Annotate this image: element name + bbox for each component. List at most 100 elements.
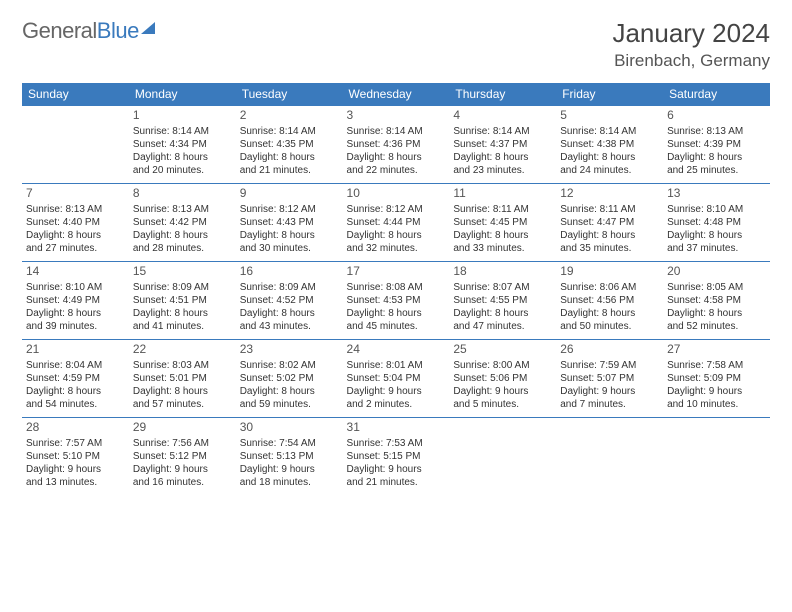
day-number: 9 [240,186,339,202]
day-detail: Sunset: 4:44 PM [347,216,446,229]
day-detail: Daylight: 8 hours [453,151,552,164]
day-cell [663,418,770,496]
day-detail: Sunrise: 8:14 AM [347,125,446,138]
day-detail: and 57 minutes. [133,398,232,411]
day-number: 13 [667,186,766,202]
day-cell: 30Sunrise: 7:54 AMSunset: 5:13 PMDayligh… [236,418,343,496]
day-number: 11 [453,186,552,202]
day-cell: 1Sunrise: 8:14 AMSunset: 4:34 PMDaylight… [129,106,236,184]
day-detail: Sunrise: 8:10 AM [667,203,766,216]
week-row: 7Sunrise: 8:13 AMSunset: 4:40 PMDaylight… [22,184,770,262]
day-detail: and 21 minutes. [240,164,339,177]
day-number: 8 [133,186,232,202]
day-detail: Sunset: 5:15 PM [347,450,446,463]
day-detail: Sunset: 4:48 PM [667,216,766,229]
day-detail: and 59 minutes. [240,398,339,411]
day-detail: and 21 minutes. [347,476,446,489]
day-number: 26 [560,342,659,358]
day-cell: 26Sunrise: 7:59 AMSunset: 5:07 PMDayligh… [556,340,663,418]
day-detail: and 41 minutes. [133,320,232,333]
week-row: 1Sunrise: 8:14 AMSunset: 4:34 PMDaylight… [22,106,770,184]
day-detail: Sunrise: 8:05 AM [667,281,766,294]
day-cell [449,418,556,496]
day-detail: Daylight: 8 hours [26,229,125,242]
day-detail: Daylight: 8 hours [667,229,766,242]
day-detail: Sunset: 5:07 PM [560,372,659,385]
day-detail: Sunrise: 8:11 AM [453,203,552,216]
day-detail: Sunrise: 7:59 AM [560,359,659,372]
day-detail: and 22 minutes. [347,164,446,177]
day-number: 4 [453,108,552,124]
day-detail: Daylight: 8 hours [560,151,659,164]
day-header: Tuesday [236,83,343,106]
day-detail: Daylight: 8 hours [667,307,766,320]
day-detail: Daylight: 9 hours [560,385,659,398]
day-number: 20 [667,264,766,280]
day-detail: Daylight: 9 hours [26,463,125,476]
day-detail: and 23 minutes. [453,164,552,177]
day-detail: Daylight: 8 hours [133,151,232,164]
week-row: 28Sunrise: 7:57 AMSunset: 5:10 PMDayligh… [22,418,770,496]
day-header-row: Sunday Monday Tuesday Wednesday Thursday… [22,83,770,106]
day-detail: Sunrise: 8:09 AM [133,281,232,294]
day-detail: Sunrise: 8:13 AM [26,203,125,216]
day-cell: 21Sunrise: 8:04 AMSunset: 4:59 PMDayligh… [22,340,129,418]
day-detail: Sunrise: 8:04 AM [26,359,125,372]
day-number: 15 [133,264,232,280]
day-cell: 24Sunrise: 8:01 AMSunset: 5:04 PMDayligh… [343,340,450,418]
day-detail: Sunset: 5:02 PM [240,372,339,385]
day-detail: and 52 minutes. [667,320,766,333]
day-detail: Sunset: 4:58 PM [667,294,766,307]
day-number: 6 [667,108,766,124]
day-cell: 9Sunrise: 8:12 AMSunset: 4:43 PMDaylight… [236,184,343,262]
day-detail: Sunrise: 8:13 AM [133,203,232,216]
day-detail: and 24 minutes. [560,164,659,177]
day-cell: 5Sunrise: 8:14 AMSunset: 4:38 PMDaylight… [556,106,663,184]
day-detail: Sunset: 4:36 PM [347,138,446,151]
day-header: Wednesday [343,83,450,106]
day-detail: Daylight: 8 hours [240,229,339,242]
day-detail: Sunrise: 8:08 AM [347,281,446,294]
day-detail: Sunset: 4:45 PM [453,216,552,229]
day-detail: Sunset: 4:35 PM [240,138,339,151]
logo-text-1: General [22,18,97,44]
day-header: Friday [556,83,663,106]
day-number: 22 [133,342,232,358]
day-cell: 14Sunrise: 8:10 AMSunset: 4:49 PMDayligh… [22,262,129,340]
day-detail: Sunset: 4:59 PM [26,372,125,385]
day-detail: and 20 minutes. [133,164,232,177]
day-detail: and 33 minutes. [453,242,552,255]
day-number: 19 [560,264,659,280]
day-detail: and 32 minutes. [347,242,446,255]
day-detail: and 39 minutes. [26,320,125,333]
day-number: 2 [240,108,339,124]
day-cell: 27Sunrise: 7:58 AMSunset: 5:09 PMDayligh… [663,340,770,418]
day-number: 23 [240,342,339,358]
day-cell: 3Sunrise: 8:14 AMSunset: 4:36 PMDaylight… [343,106,450,184]
day-number: 1 [133,108,232,124]
day-detail: Sunset: 5:09 PM [667,372,766,385]
day-cell: 15Sunrise: 8:09 AMSunset: 4:51 PMDayligh… [129,262,236,340]
day-detail: and 2 minutes. [347,398,446,411]
day-number: 27 [667,342,766,358]
day-detail: Daylight: 8 hours [133,229,232,242]
day-detail: Sunset: 4:37 PM [453,138,552,151]
day-cell: 6Sunrise: 8:13 AMSunset: 4:39 PMDaylight… [663,106,770,184]
day-cell: 22Sunrise: 8:03 AMSunset: 5:01 PMDayligh… [129,340,236,418]
day-detail: and 30 minutes. [240,242,339,255]
day-detail: Daylight: 8 hours [453,229,552,242]
day-detail: Daylight: 9 hours [347,385,446,398]
day-header: Thursday [449,83,556,106]
day-detail: Daylight: 8 hours [560,307,659,320]
day-detail: Daylight: 8 hours [347,229,446,242]
day-detail: Daylight: 8 hours [453,307,552,320]
day-detail: and 13 minutes. [26,476,125,489]
day-detail: and 50 minutes. [560,320,659,333]
day-detail: Daylight: 8 hours [26,385,125,398]
day-detail: Daylight: 8 hours [240,385,339,398]
day-number: 28 [26,420,125,436]
day-detail: Sunset: 4:53 PM [347,294,446,307]
day-cell: 16Sunrise: 8:09 AMSunset: 4:52 PMDayligh… [236,262,343,340]
day-detail: and 27 minutes. [26,242,125,255]
day-cell: 10Sunrise: 8:12 AMSunset: 4:44 PMDayligh… [343,184,450,262]
